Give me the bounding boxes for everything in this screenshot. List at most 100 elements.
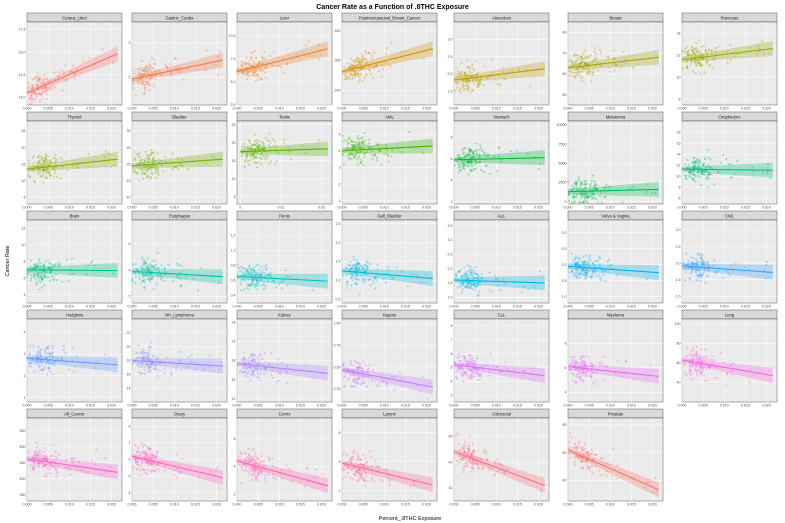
facet-strip-label: Hodgkins: [66, 312, 83, 317]
data-point: [141, 279, 144, 282]
data-point: [494, 79, 497, 82]
data-point: [474, 60, 477, 63]
x-tick-label: 0.010: [380, 305, 389, 309]
data-point: [697, 62, 701, 65]
data-point: [688, 353, 691, 356]
data-point: [35, 76, 39, 79]
data-point: [131, 81, 135, 84]
data-point: [681, 49, 684, 53]
y-tick-label: 10: [127, 196, 131, 200]
data-point: [350, 158, 353, 161]
data-point: [143, 280, 147, 283]
data-point: [255, 68, 258, 71]
data-point: [144, 80, 147, 84]
data-point: [254, 148, 257, 151]
data-point: [360, 61, 363, 64]
data-point: [470, 75, 473, 78]
data-point: [112, 61, 115, 64]
data-point: [241, 367, 244, 371]
data-point: [695, 50, 699, 53]
x-tick-label: 0.005: [471, 206, 480, 210]
data-point: [142, 268, 146, 271]
data-point: [139, 452, 142, 455]
data-point: [474, 167, 477, 170]
data-point: [32, 91, 36, 94]
data-point: [455, 82, 458, 85]
data-point: [696, 161, 700, 165]
data-point: [144, 69, 147, 72]
data-point: [43, 168, 46, 171]
data-point: [503, 361, 506, 364]
data-point: [150, 264, 153, 268]
data-point: [260, 162, 263, 165]
data-point: [148, 156, 151, 159]
data-point: [473, 372, 476, 376]
data-point: [249, 159, 252, 162]
data-point: [40, 275, 43, 278]
data-point: [705, 49, 708, 52]
data-point: [156, 355, 159, 359]
data-point: [254, 56, 258, 59]
data-point: [57, 264, 60, 267]
data-point: [595, 57, 598, 60]
y-tick-label: 21: [232, 340, 236, 344]
data-point: [373, 287, 377, 290]
data-point: [253, 286, 256, 289]
data-point: [166, 66, 169, 69]
regression-line: [681, 168, 773, 171]
data-point: [257, 145, 261, 149]
data-point: [39, 349, 42, 352]
data-point: [713, 377, 716, 380]
data-point: [591, 74, 594, 77]
data-point: [574, 71, 577, 75]
data-point: [28, 363, 31, 366]
data-point: [87, 264, 90, 267]
data-point: [692, 161, 695, 164]
data-point: [142, 264, 145, 267]
data-point: [377, 144, 380, 147]
data-point: [689, 166, 692, 169]
data-point: [47, 266, 50, 269]
data-point: [595, 187, 598, 191]
data-point: [254, 148, 257, 151]
x-tick-label: 0.000: [23, 305, 32, 309]
data-point: [480, 149, 484, 152]
scatter-points: [681, 38, 766, 75]
data-point: [49, 173, 52, 177]
data-point: [286, 382, 289, 385]
data-point: [462, 81, 465, 85]
data-point: [143, 86, 146, 89]
data-point: [31, 170, 34, 173]
data-point: [138, 79, 141, 82]
data-point: [572, 201, 576, 204]
data-point: [55, 278, 58, 282]
data-point: [263, 144, 266, 148]
data-point: [485, 164, 488, 167]
data-point: [40, 93, 43, 97]
data-point: [390, 155, 393, 158]
data-point: [501, 66, 505, 69]
y-tick-label: 2: [451, 200, 453, 204]
data-point: [248, 74, 251, 77]
y-tick-label: 1.5: [562, 279, 567, 283]
data-point: [681, 67, 685, 70]
data-point: [363, 132, 366, 135]
data-point: [363, 139, 366, 142]
data-point: [62, 70, 65, 73]
y-tick-label: 3.0: [562, 231, 567, 235]
data-point: [695, 372, 699, 376]
data-point: [355, 379, 359, 382]
data-point: [55, 471, 59, 474]
facet-strip-label: Stomach: [493, 114, 510, 119]
data-point: [255, 74, 258, 77]
data-point: [604, 280, 607, 283]
data-point: [246, 284, 250, 287]
data-point: [595, 61, 598, 64]
data-point: [67, 279, 70, 282]
data-point: [581, 192, 585, 195]
data-point: [572, 195, 575, 198]
data-point: [35, 281, 38, 284]
data-point: [145, 170, 149, 173]
